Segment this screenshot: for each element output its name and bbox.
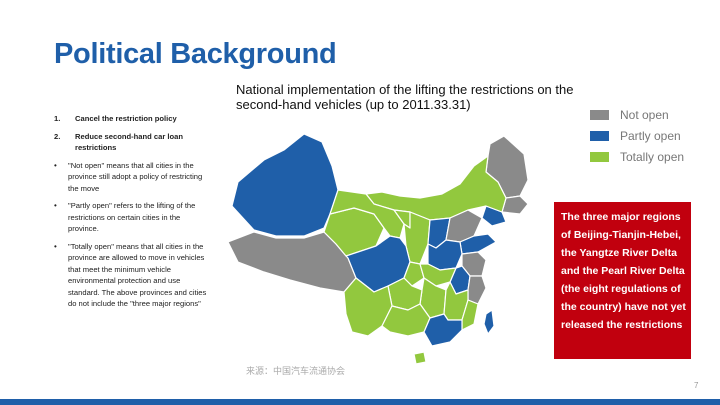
bullet-dot: • bbox=[54, 201, 57, 210]
policy-notes: 1. Cancel the restriction policy 2. Redu… bbox=[54, 113, 212, 312]
map-legend: Not open Partly open Totally open bbox=[590, 104, 684, 167]
legend-label: Partly open bbox=[620, 128, 681, 143]
bullet-dot: • bbox=[54, 160, 57, 170]
policy-text: Cancel the restriction policy bbox=[75, 114, 177, 123]
definition-totally-open: • "Totally open" means that all cities i… bbox=[54, 241, 212, 310]
legend-item-totally-open: Totally open bbox=[590, 146, 684, 167]
definition-text: "Not open" means that all cities in the … bbox=[68, 160, 203, 193]
policy-number: 2. bbox=[54, 131, 61, 141]
legend-swatch bbox=[590, 109, 609, 120]
policy-item-2: 2. Reduce second-hand car loan restricti… bbox=[54, 131, 212, 154]
source-note: 来源：中国汽车流通协会 bbox=[246, 366, 346, 376]
china-province-map bbox=[227, 133, 529, 365]
legend-swatch bbox=[590, 130, 609, 141]
province-hainan bbox=[413, 351, 427, 365]
page-number: 7 bbox=[694, 381, 699, 390]
map-caption: National implementation of the lifting t… bbox=[236, 82, 574, 112]
policy-item-1: 1. Cancel the restriction policy bbox=[54, 113, 212, 125]
definition-text: "Partly open" refers to the lifting of t… bbox=[68, 201, 196, 233]
legend-label: Not open bbox=[620, 107, 669, 122]
definition-not-open: • "Not open" means that all cities in th… bbox=[54, 160, 212, 195]
definition-text: "Totally open" means that all cities in … bbox=[68, 241, 207, 309]
policy-number: 1. bbox=[54, 114, 61, 123]
legend-label: Totally open bbox=[620, 149, 685, 164]
province-guangdong bbox=[423, 313, 463, 347]
province-xinjiang bbox=[231, 133, 339, 237]
three-regions-callout: The three major regions of Beijing-Tianj… bbox=[554, 202, 691, 359]
slide-title: Political Background bbox=[54, 38, 337, 70]
footer-bar bbox=[0, 399, 720, 405]
province-taiwan bbox=[483, 309, 495, 335]
legend-item-partly-open: Partly open bbox=[590, 125, 684, 146]
definition-partly-open: • "Partly open" refers to the lifting of… bbox=[54, 200, 212, 235]
province-fujian bbox=[461, 299, 479, 331]
bullet-dot: • bbox=[54, 241, 57, 251]
policy-text: Reduce second-hand car loan restrictions bbox=[75, 131, 184, 153]
province-zhejiang bbox=[467, 275, 487, 305]
legend-swatch bbox=[590, 151, 609, 162]
legend-item-not-open: Not open bbox=[590, 104, 684, 125]
